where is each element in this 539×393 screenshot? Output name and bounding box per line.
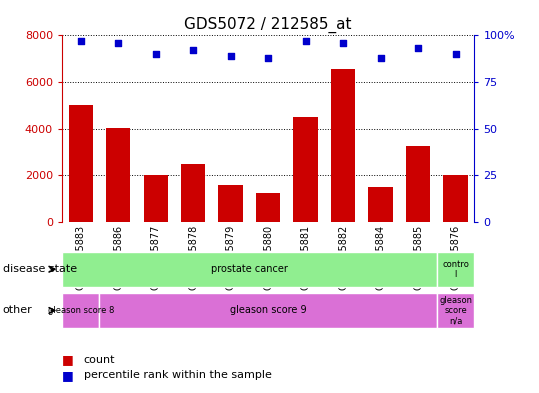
Point <box>189 47 197 53</box>
Bar <box>143 175 168 222</box>
Text: contro
l: contro l <box>442 259 469 279</box>
Bar <box>331 69 355 222</box>
Bar <box>106 128 130 222</box>
Point <box>151 51 160 57</box>
Bar <box>369 187 393 222</box>
Text: ■: ■ <box>62 369 74 382</box>
Text: prostate cancer: prostate cancer <box>211 264 288 274</box>
Point <box>451 51 460 57</box>
Bar <box>218 185 243 222</box>
Bar <box>100 293 437 328</box>
Text: disease state: disease state <box>3 264 77 274</box>
Point <box>77 38 85 44</box>
Title: GDS5072 / 212585_at: GDS5072 / 212585_at <box>184 17 352 33</box>
Point <box>114 40 122 46</box>
Text: gleason
score
n/a: gleason score n/a <box>439 296 472 325</box>
Text: ■: ■ <box>62 353 74 366</box>
Bar <box>444 175 468 222</box>
Bar <box>68 105 93 222</box>
Text: gleason score 8: gleason score 8 <box>47 306 114 315</box>
Point <box>376 55 385 61</box>
Bar <box>437 293 474 328</box>
Point <box>226 53 235 59</box>
Text: count: count <box>84 354 115 365</box>
Bar <box>437 252 474 287</box>
Bar <box>256 193 280 222</box>
Point <box>264 55 273 61</box>
Bar <box>406 146 430 222</box>
Point <box>414 45 423 51</box>
Point <box>301 38 310 44</box>
Bar <box>293 117 318 222</box>
Point <box>339 40 348 46</box>
Text: other: other <box>3 305 32 316</box>
Text: percentile rank within the sample: percentile rank within the sample <box>84 370 272 380</box>
Bar <box>62 293 100 328</box>
Bar <box>181 164 205 222</box>
Text: gleason score 9: gleason score 9 <box>230 305 307 316</box>
